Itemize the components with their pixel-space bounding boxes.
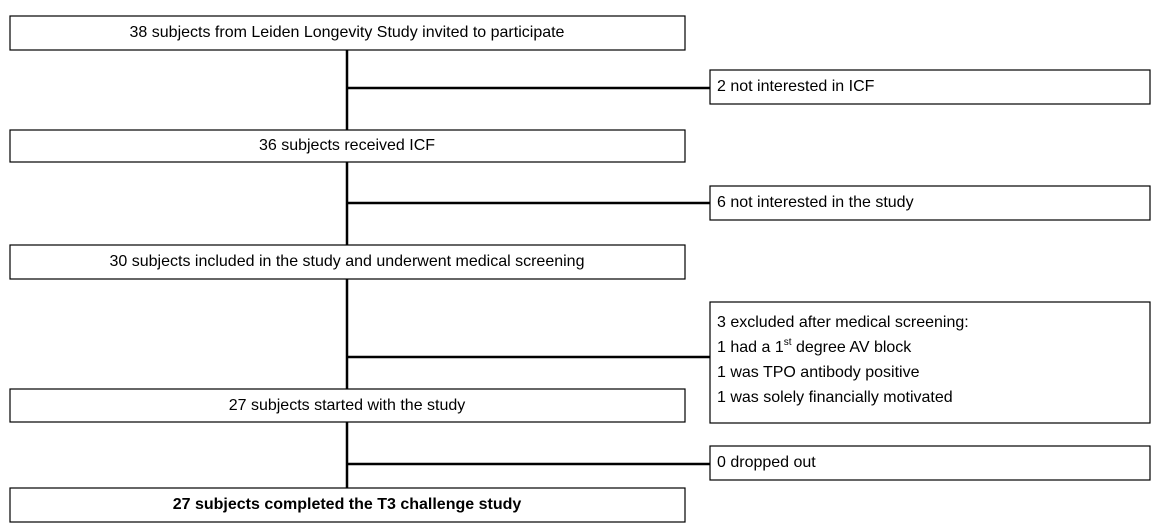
exclusion-reason: 1 was TPO antibody positive [717, 364, 920, 381]
reason-superscript: st [784, 337, 792, 348]
exclusion-box [709, 301, 1151, 424]
exclusion-box [709, 445, 1151, 481]
step-box [9, 129, 686, 163]
exclusion-reason: 1 had a 1st degree AV block [717, 337, 912, 357]
exclusion-box [709, 69, 1151, 105]
reason-text: degree AV block [792, 339, 913, 356]
step-label: 36 subjects received ICF [259, 137, 435, 154]
exclusion-label: 3 excluded after medical screening: [717, 314, 969, 331]
step-box [9, 15, 686, 51]
step-label: 27 subjects started with the study [229, 397, 466, 414]
exclusion-reason: 1 was solely financially motivated [717, 389, 953, 406]
exclusion-label: 2 not interested in ICF [717, 78, 875, 95]
exclusion-label: 6 not interested in the study [717, 194, 914, 211]
step-box [9, 388, 686, 423]
exclusion-label: 0 dropped out [717, 454, 816, 471]
step-box [9, 487, 686, 523]
reason-text: 1 had a 1 [717, 339, 784, 356]
step-box [9, 244, 686, 280]
step-label: 30 subjects included in the study and un… [110, 253, 585, 270]
step-label: 38 subjects from Leiden Longevity Study … [130, 24, 565, 41]
exclusion-box [709, 185, 1151, 221]
step-label: 27 subjects completed the T3 challenge s… [173, 496, 522, 513]
